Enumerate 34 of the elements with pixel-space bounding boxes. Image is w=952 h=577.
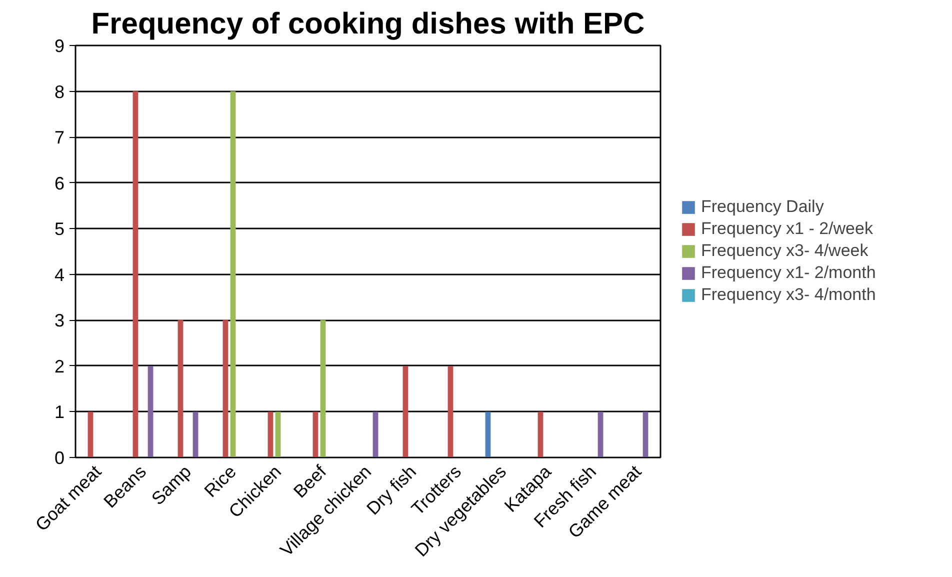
bar xyxy=(132,91,138,458)
bar xyxy=(230,91,236,458)
y-tick-label: 7 xyxy=(54,128,65,148)
bar xyxy=(88,412,94,458)
bar xyxy=(402,366,408,458)
bar xyxy=(320,320,326,458)
bar xyxy=(642,412,648,458)
y-tick-label: 8 xyxy=(54,82,65,102)
bar xyxy=(192,412,198,458)
bar xyxy=(598,412,604,458)
y-tick-label: 4 xyxy=(54,264,65,285)
legend-label: Frequency x3- 4/week xyxy=(701,241,868,261)
y-tick-label: 6 xyxy=(54,173,65,194)
legend-label: Frequency x1- 2/month xyxy=(701,263,876,283)
y-tick-label: 3 xyxy=(54,310,65,331)
legend-label: Frequency x3- 4/month xyxy=(701,285,876,305)
y-tick-label: 1 xyxy=(54,402,65,422)
y-tick-label: 5 xyxy=(54,219,65,240)
bar xyxy=(275,412,281,458)
y-tick-label: 0 xyxy=(54,448,65,468)
bar xyxy=(222,320,228,458)
y-tick-label: 2 xyxy=(54,356,65,376)
bar xyxy=(448,366,454,458)
legend-label: Frequency x1 - 2/week xyxy=(701,219,873,239)
bar xyxy=(485,412,491,458)
y-tick-label: 9 xyxy=(54,36,65,56)
chart-title: Frequency of cooking dishes with EPC xyxy=(91,8,645,40)
bar xyxy=(178,320,184,458)
bar xyxy=(312,412,318,458)
legend-label: Frequency Daily xyxy=(701,197,824,217)
bar xyxy=(538,412,544,458)
bar xyxy=(148,366,154,458)
bar xyxy=(268,412,274,458)
bar xyxy=(372,412,378,458)
